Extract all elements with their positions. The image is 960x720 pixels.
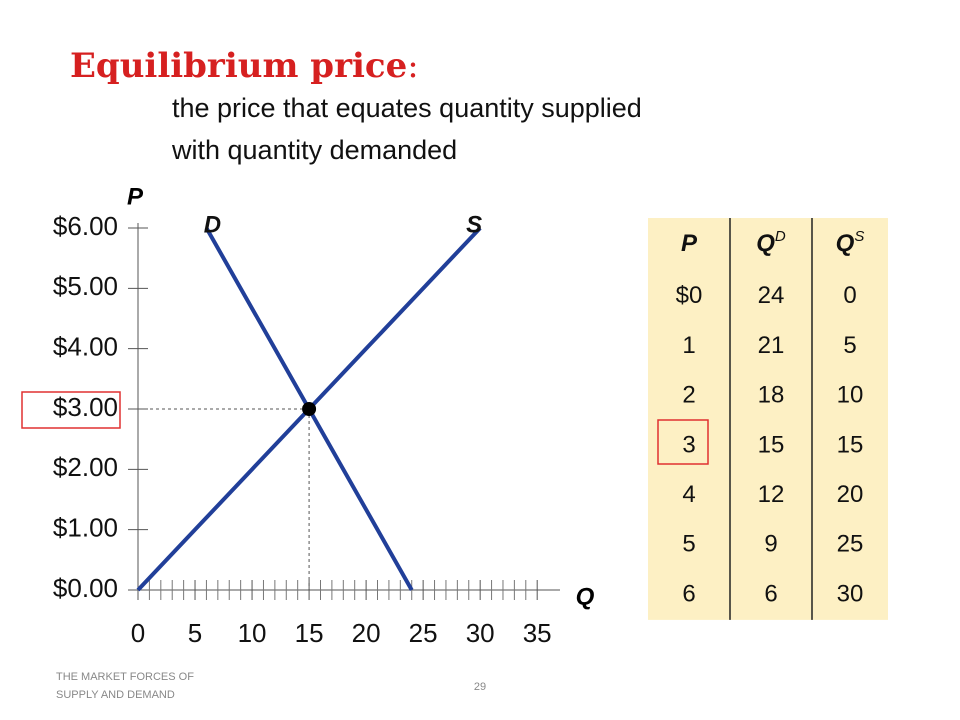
- table-header: QS: [836, 228, 865, 257]
- y-tick-label: $0.00: [53, 573, 118, 603]
- definition-line: the price that equates quantity supplied: [172, 93, 642, 123]
- table-header: P: [681, 230, 698, 257]
- table-cell: 1: [682, 332, 695, 359]
- table-cell: 18: [758, 382, 785, 409]
- table-cell: 15: [758, 431, 785, 458]
- x-tick-label: 15: [295, 618, 324, 648]
- footer-text: THE MARKET FORCES OF: [56, 671, 194, 683]
- table-cell: $0: [676, 282, 703, 309]
- y-tick-label: $5.00: [53, 271, 118, 301]
- table-cell: 21: [758, 332, 785, 359]
- header-text: Q: [756, 230, 775, 257]
- y-tick-label: $2.00: [53, 452, 118, 482]
- header-text: Q: [836, 230, 855, 257]
- x-tick-label: 35: [523, 618, 552, 648]
- table-cell: 25: [837, 531, 864, 558]
- table-cell: 20: [837, 481, 864, 508]
- table-cell: 4: [682, 481, 695, 508]
- plot: $0.00 $1.00 $2.00 $3.00 $4.00 $5.00 $6.00 0 5 10 1…: [53, 211, 560, 648]
- y-tick-label: $1.00: [53, 513, 118, 543]
- slide-title: Equilibrium price:: [70, 46, 419, 86]
- series-label: S: [466, 211, 482, 238]
- header-superscript: S: [854, 228, 864, 245]
- header-text: P: [681, 230, 698, 257]
- table-cell: 6: [682, 580, 695, 607]
- table-cell: 5: [843, 332, 856, 359]
- table-cell: 2: [682, 382, 695, 409]
- x-tick-label: 25: [409, 618, 438, 648]
- table-cell: 3: [682, 431, 695, 458]
- equilibrium-point: [302, 402, 317, 416]
- table-background: [648, 218, 888, 620]
- highlight-box: [657, 419, 709, 465]
- table-cell: 6: [764, 580, 777, 607]
- x-tick-label: 10: [238, 618, 267, 648]
- y-tick-label: $6.00: [53, 211, 118, 241]
- y-tick-label: $3.00: [53, 392, 118, 422]
- y-axis-label: P: [127, 183, 144, 210]
- definition-line: with quantity demanded: [171, 135, 457, 165]
- series-label: D: [204, 211, 221, 238]
- x-tick-label: 30: [466, 618, 495, 648]
- x-tick-label: 5: [188, 618, 202, 648]
- page-number: 29: [474, 681, 486, 693]
- highlight-box: [21, 391, 121, 429]
- table-cell: 15: [837, 431, 864, 458]
- header-superscript: D: [775, 228, 786, 245]
- table-cell: 30: [837, 580, 864, 607]
- table-cell: 10: [837, 382, 864, 409]
- title-text: Equilibrium price: [70, 46, 407, 86]
- footer-text: SUPPLY AND DEMAND: [56, 689, 175, 701]
- table-cell: 9: [764, 531, 777, 558]
- y-tick-label: $4.00: [53, 332, 118, 362]
- table-header: QD: [756, 228, 786, 257]
- table: P QD QS$0 24 01 21 52 18 103 15 154 12 205 9 256 6 30: [648, 218, 888, 620]
- x-tick-label: 20: [352, 618, 381, 648]
- table-cell: 5: [682, 531, 695, 558]
- table-cell: 12: [758, 481, 785, 508]
- table-cell: 0: [843, 282, 856, 309]
- x-axis-label: Q: [576, 583, 595, 610]
- table-cell: 24: [758, 282, 785, 309]
- title-colon: :: [407, 46, 418, 86]
- x-tick-label: 0: [131, 618, 145, 648]
